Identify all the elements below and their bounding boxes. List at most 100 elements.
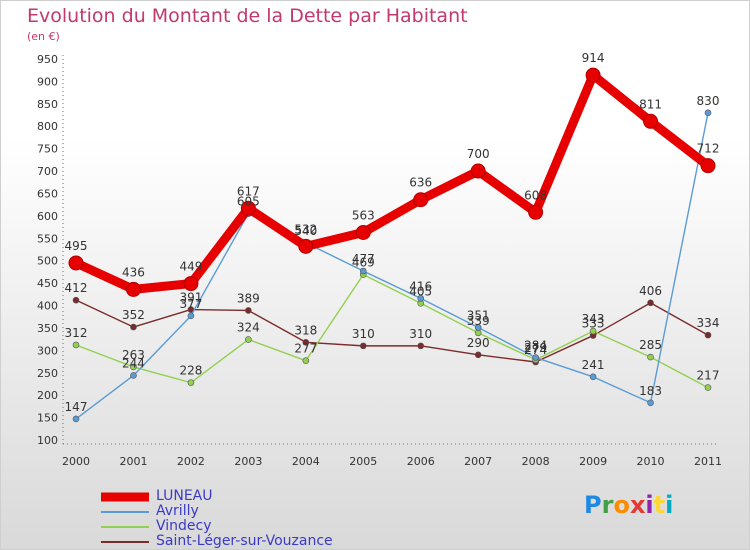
series-layer [68, 67, 716, 423]
y-tick-label: 900 [37, 75, 58, 88]
data-label: 477 [352, 252, 375, 266]
x-tick-label: 2001 [119, 455, 147, 468]
y-tick-label: 200 [37, 389, 58, 402]
data-label: 277 [294, 342, 317, 356]
series-line [75, 273, 709, 389]
data-label: 712 [697, 142, 720, 156]
legend-swatch [101, 492, 149, 501]
data-label: 605 [237, 195, 260, 209]
legend-label: Avrilly [156, 503, 199, 519]
data-label: 469 [352, 256, 375, 270]
data-label: 263 [122, 348, 145, 362]
y-tick-label: 550 [37, 232, 58, 245]
data-point [417, 342, 425, 350]
data-point [704, 331, 712, 339]
logo-letter: i [645, 491, 654, 519]
data-point [589, 373, 597, 381]
data-label: 228 [179, 364, 202, 378]
data-point [302, 338, 310, 346]
chart-unit: (en €) [27, 30, 60, 43]
y-tick-label: 650 [37, 187, 58, 200]
legend-label: Vindecy [156, 518, 212, 534]
legend-swatch [101, 510, 149, 513]
logo-letter: t [653, 491, 666, 519]
data-point [532, 354, 539, 361]
data-point [68, 255, 84, 271]
x-tick-label: 2007 [464, 455, 492, 468]
data-label: 285 [639, 338, 662, 352]
data-point [130, 363, 137, 371]
data-label: 241 [582, 358, 605, 372]
y-tick-label: 850 [37, 98, 58, 111]
data-point [298, 238, 314, 254]
x-tick-label: 2005 [349, 455, 377, 468]
data-point [355, 224, 371, 240]
data-point [130, 372, 137, 379]
data-label: 333 [582, 317, 605, 331]
x-tick-label: 2003 [234, 455, 262, 468]
data-label: 617 [237, 184, 260, 198]
data-point [245, 307, 252, 314]
series-saint-l-ger-sur-vouzance [72, 296, 712, 366]
data-point [470, 163, 486, 179]
data-point [72, 341, 80, 349]
data-label: 811 [639, 97, 662, 111]
data-label: 449 [179, 260, 202, 274]
y-tick-label: 600 [37, 210, 58, 223]
data-label: 532 [294, 222, 317, 236]
data-point [72, 415, 80, 423]
x-tick-label: 2006 [407, 455, 435, 468]
x-tick-label: 2008 [522, 455, 550, 468]
data-point [187, 312, 195, 320]
data-label: 284 [524, 339, 547, 353]
data-label: 608 [524, 188, 547, 202]
data-label: 274 [524, 343, 547, 357]
y-tick-label: 300 [37, 344, 58, 357]
data-point [72, 296, 80, 304]
data-label: 436 [122, 265, 145, 279]
data-point [474, 324, 482, 331]
data-label: 495 [65, 239, 88, 253]
logo-letter: r [601, 491, 614, 519]
x-tick-label: 2011 [694, 455, 722, 468]
data-point [130, 323, 137, 331]
data-label: 312 [65, 326, 88, 340]
data-label: 343 [582, 312, 605, 326]
x-tick-label: 2009 [579, 455, 607, 468]
logo-letter: o [613, 491, 630, 519]
data-label: 540 [294, 224, 317, 238]
data-label: 405 [409, 284, 432, 298]
series-vindecy [72, 271, 712, 391]
logo-letter: x [629, 491, 646, 519]
data-label: 412 [65, 281, 88, 295]
data-label: 290 [467, 336, 490, 350]
legend-swatch [101, 540, 149, 543]
data-label: 339 [467, 314, 490, 328]
data-point [704, 109, 712, 117]
data-point [187, 379, 195, 386]
data-point [183, 276, 199, 292]
data-label: 563 [352, 208, 375, 222]
y-tick-label: 250 [37, 367, 58, 380]
y-tick-label: 150 [37, 412, 58, 425]
data-label: 389 [237, 291, 260, 305]
data-label: 351 [467, 308, 490, 322]
logo-letter: P [584, 491, 602, 519]
proxiti-logo: Proxiti [584, 491, 673, 519]
data-point [647, 399, 654, 407]
data-point [643, 113, 659, 129]
series-line [75, 112, 709, 420]
data-point [302, 357, 310, 364]
data-point [413, 192, 429, 208]
data-label: 416 [409, 279, 432, 293]
data-point [647, 299, 654, 307]
data-label: 310 [352, 327, 375, 341]
legend-swatch [101, 525, 149, 528]
x-tick-label: 2002 [177, 455, 205, 468]
y-tick-label: 350 [37, 322, 58, 335]
data-point [647, 353, 654, 361]
legend-label: LUNEAU [156, 488, 213, 504]
data-label: 183 [639, 384, 662, 398]
